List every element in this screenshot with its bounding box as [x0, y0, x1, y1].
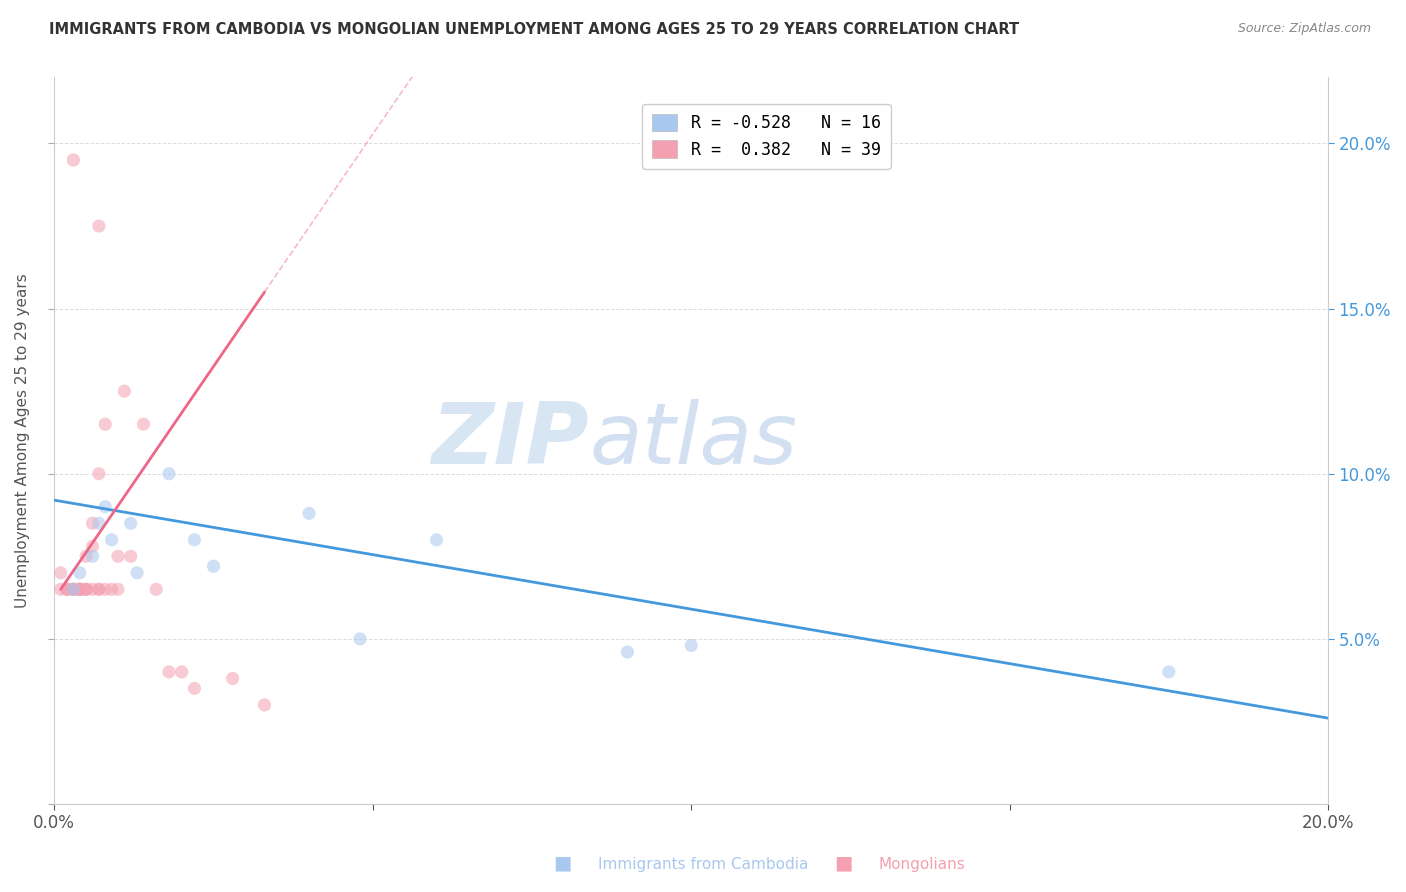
Point — [56, 582, 79, 597]
Point — [82, 540, 104, 554]
Point — [120, 516, 142, 531]
Point — [75, 582, 97, 597]
Point — [349, 632, 371, 646]
Point — [425, 533, 447, 547]
Text: ZIP: ZIP — [432, 400, 589, 483]
Point — [75, 549, 97, 564]
Point — [183, 533, 205, 547]
Point — [82, 582, 104, 597]
Point — [127, 566, 149, 580]
Point — [94, 500, 117, 514]
Point — [69, 582, 91, 597]
Text: Immigrants from Cambodia: Immigrants from Cambodia — [598, 857, 808, 872]
Point — [75, 582, 97, 597]
Text: Mongolians: Mongolians — [879, 857, 966, 872]
Point — [132, 417, 155, 432]
Y-axis label: Unemployment Among Ages 25 to 29 years: Unemployment Among Ages 25 to 29 years — [15, 273, 30, 608]
Point — [100, 533, 122, 547]
Point — [62, 582, 84, 597]
Point — [56, 582, 79, 597]
Point — [69, 582, 91, 597]
Point — [87, 582, 110, 597]
Point — [62, 582, 84, 597]
Text: IMMIGRANTS FROM CAMBODIA VS MONGOLIAN UNEMPLOYMENT AMONG AGES 25 TO 29 YEARS COR: IMMIGRANTS FROM CAMBODIA VS MONGOLIAN UN… — [49, 22, 1019, 37]
Point — [62, 582, 84, 597]
Point — [75, 582, 97, 597]
Point — [69, 566, 91, 580]
Point — [82, 516, 104, 531]
Point — [100, 582, 122, 597]
Point — [62, 582, 84, 597]
Text: Source: ZipAtlas.com: Source: ZipAtlas.com — [1237, 22, 1371, 36]
Text: atlas: atlas — [589, 400, 797, 483]
Point — [1157, 665, 1180, 679]
Point — [157, 665, 180, 679]
Point — [87, 582, 110, 597]
Point — [87, 516, 110, 531]
Text: ■: ■ — [834, 854, 853, 872]
Point — [94, 582, 117, 597]
Text: ■: ■ — [553, 854, 572, 872]
Point — [681, 639, 703, 653]
Point — [253, 698, 276, 712]
Point — [87, 219, 110, 233]
Point — [69, 582, 91, 597]
Point — [62, 582, 84, 597]
Point — [107, 582, 129, 597]
Point — [298, 507, 321, 521]
Point — [94, 417, 117, 432]
Point — [170, 665, 193, 679]
Point — [202, 559, 225, 574]
Point — [69, 582, 91, 597]
Point — [183, 681, 205, 696]
Point — [49, 582, 72, 597]
Point — [82, 549, 104, 564]
Point — [62, 153, 84, 167]
Point — [107, 549, 129, 564]
Legend: R = -0.528   N = 16, R =  0.382   N = 39: R = -0.528 N = 16, R = 0.382 N = 39 — [643, 104, 890, 169]
Point — [221, 672, 243, 686]
Point — [56, 582, 79, 597]
Point — [145, 582, 167, 597]
Point — [69, 582, 91, 597]
Point — [120, 549, 142, 564]
Point — [616, 645, 638, 659]
Point — [157, 467, 180, 481]
Point — [112, 384, 135, 399]
Point — [87, 467, 110, 481]
Point — [49, 566, 72, 580]
